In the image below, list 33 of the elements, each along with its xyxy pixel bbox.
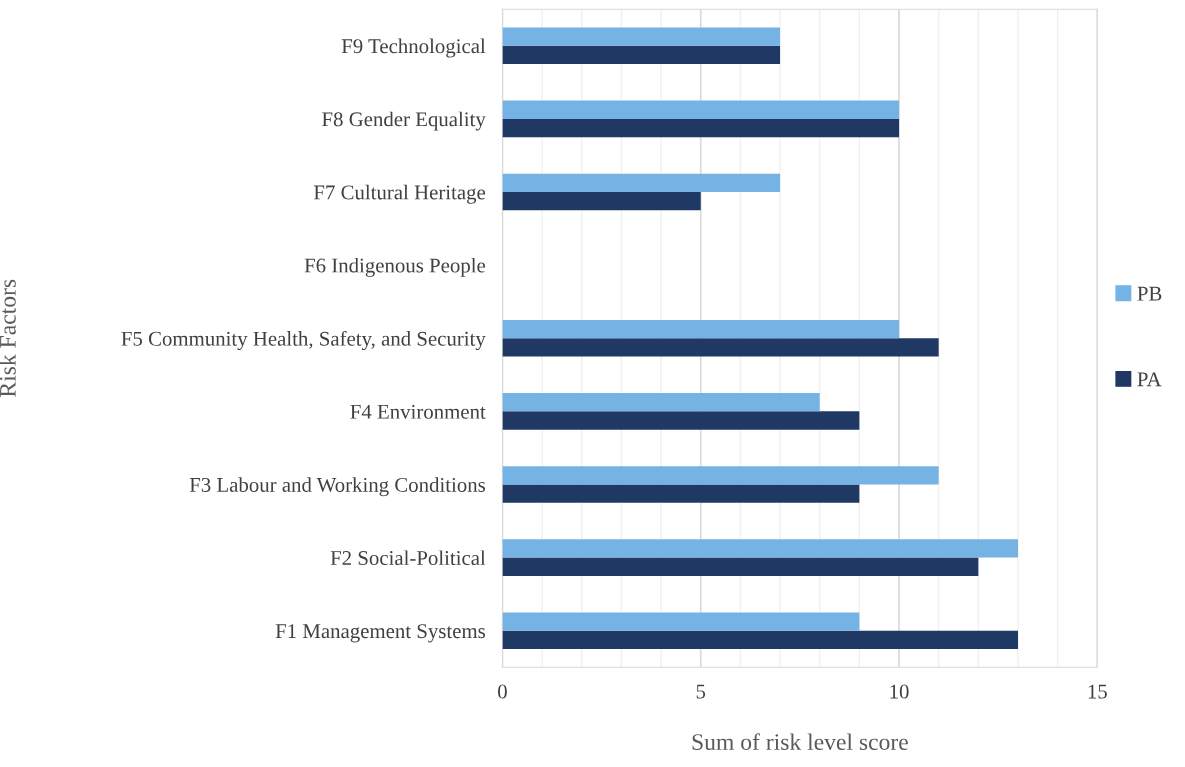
bar — [502, 173, 781, 193]
bar — [502, 319, 900, 339]
bar — [502, 612, 860, 631]
y-tick-label: F2 Social-Political — [330, 550, 486, 566]
y-tick-label: F4 Environment — [350, 404, 486, 419]
legend-label: PB — [1137, 286, 1162, 301]
bar — [502, 393, 820, 412]
bar — [502, 484, 860, 503]
bar — [502, 466, 939, 485]
bar — [502, 118, 900, 138]
y-axis-title: Risk Factors — [0, 279, 16, 397]
bar — [502, 192, 701, 211]
y-tick-label: F8 Gender Equality — [322, 111, 486, 131]
bar — [502, 411, 860, 430]
bar — [502, 630, 1018, 650]
y-tick-label: F9 Technological — [341, 38, 486, 58]
y-tick-label: F5 Community Health, Safety, and Security — [121, 330, 486, 351]
bar — [502, 100, 900, 119]
legend-label: PA — [1137, 372, 1162, 387]
x-tick-label: 5 — [696, 684, 706, 699]
x-tick-label: 0 — [498, 684, 507, 699]
bar — [502, 45, 781, 65]
y-tick-label: F7 Cultural Heritage — [313, 184, 486, 204]
x-tick-label: 10 — [890, 684, 909, 699]
bar — [502, 27, 781, 46]
x-axis-title: Sum of risk level score — [692, 733, 908, 751]
y-tick-label: F6 Indigenous People — [304, 257, 486, 277]
y-tick-label: F3 Labour and Working Conditions — [189, 477, 486, 497]
y-tick-label: F1 Management Systems — [275, 624, 486, 643]
bar — [502, 539, 1018, 558]
bar — [502, 557, 979, 576]
bar — [502, 338, 939, 357]
x-tick-label: 15 — [1088, 684, 1107, 699]
